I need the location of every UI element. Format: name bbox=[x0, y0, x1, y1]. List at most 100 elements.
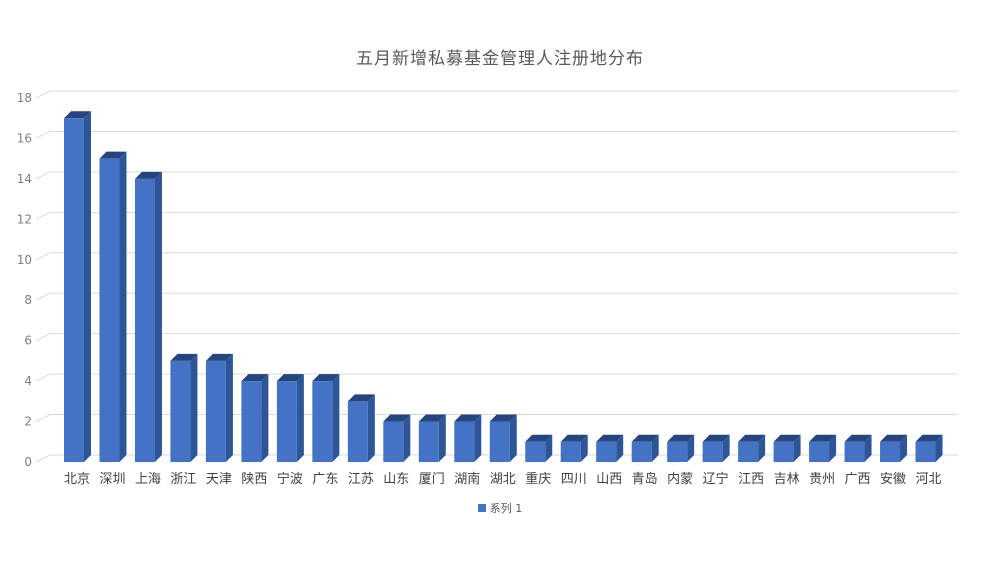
bar-top-face bbox=[418, 414, 446, 422]
y-tick-label: 4 bbox=[24, 374, 32, 388]
bar-side-face bbox=[474, 414, 482, 462]
y-tick-label: 10 bbox=[17, 253, 32, 267]
x-category-label: 厦门 bbox=[419, 472, 445, 487]
y-tick-label: 16 bbox=[17, 131, 32, 145]
bar bbox=[418, 421, 439, 462]
bar-side-face bbox=[190, 353, 198, 462]
bar bbox=[64, 118, 84, 462]
bar bbox=[347, 401, 368, 462]
bar-top-face bbox=[525, 434, 553, 442]
bar-side-face bbox=[864, 434, 872, 462]
bar-top-face bbox=[560, 434, 588, 442]
x-category-label: 浙江 bbox=[170, 472, 196, 487]
bar bbox=[596, 441, 617, 462]
y-tick-label: 18 bbox=[17, 91, 32, 105]
bar-top-face bbox=[809, 434, 837, 442]
legend: 系列 1 bbox=[0, 500, 1000, 516]
x-category-label: 广西 bbox=[845, 472, 871, 487]
bar-top-face bbox=[312, 374, 340, 382]
bar-side-face bbox=[154, 171, 162, 462]
bar-side-face bbox=[261, 374, 269, 462]
bar-top-face bbox=[631, 434, 659, 442]
x-category-label: 湖南 bbox=[454, 471, 480, 487]
y-tick-label: 14 bbox=[17, 172, 32, 186]
bar bbox=[631, 441, 652, 462]
bar-top-face bbox=[347, 394, 375, 402]
y-axis-depth-tick bbox=[35, 333, 51, 342]
x-category-label: 山西 bbox=[596, 472, 622, 487]
bar-top-face bbox=[383, 414, 411, 422]
bar-side-face bbox=[758, 434, 766, 462]
x-category-label: 青岛 bbox=[632, 471, 658, 487]
bar-top-face bbox=[915, 434, 943, 442]
x-category-label: 宁波 bbox=[277, 471, 303, 487]
bar bbox=[454, 421, 475, 462]
bar-side-face bbox=[616, 434, 624, 462]
bar bbox=[844, 441, 865, 462]
bar bbox=[312, 381, 333, 462]
x-category-label: 江西 bbox=[738, 472, 764, 487]
bar bbox=[702, 441, 723, 462]
bar-top-face bbox=[489, 414, 517, 422]
chart-title: 五月新增私募基金管理人注册地分布 bbox=[356, 49, 644, 69]
bar-top-face bbox=[170, 353, 198, 361]
x-category-label: 江苏 bbox=[348, 471, 374, 487]
bar-side-face bbox=[545, 434, 553, 462]
bar-top-face bbox=[773, 434, 801, 442]
x-category-label: 北京 bbox=[64, 472, 90, 487]
bar-side-face bbox=[935, 434, 943, 462]
bar bbox=[276, 381, 297, 462]
bar-top-face bbox=[880, 434, 908, 442]
bar bbox=[915, 441, 936, 462]
bar-top-face bbox=[667, 434, 695, 442]
bar bbox=[738, 441, 759, 462]
bar bbox=[809, 441, 830, 462]
y-axis-depth-tick bbox=[35, 171, 51, 180]
bar bbox=[667, 441, 688, 462]
bar-side-face bbox=[403, 414, 411, 462]
bar-side-face bbox=[296, 374, 304, 462]
bar-top-face bbox=[205, 353, 233, 361]
bar-side-face bbox=[225, 353, 233, 462]
x-category-label: 内蒙 bbox=[667, 471, 693, 487]
x-category-label: 河北 bbox=[916, 472, 942, 487]
y-axis-depth-tick bbox=[35, 292, 51, 301]
legend-series-label: 系列 1 bbox=[489, 502, 523, 515]
x-category-label: 天津 bbox=[206, 472, 232, 487]
bar bbox=[134, 178, 155, 462]
y-axis-depth-tick bbox=[35, 373, 51, 382]
bar-side-face bbox=[332, 374, 340, 462]
y-axis-depth-tick bbox=[35, 454, 51, 463]
y-tick-label: 0 bbox=[24, 455, 32, 469]
bar bbox=[383, 421, 404, 462]
bar bbox=[880, 441, 901, 462]
x-category-label: 贵州 bbox=[809, 472, 835, 487]
x-category-label: 深圳 bbox=[99, 472, 125, 487]
bar-side-face bbox=[687, 434, 695, 462]
bar-side-face bbox=[900, 434, 908, 462]
bar-top-face bbox=[64, 111, 91, 119]
bar bbox=[525, 441, 546, 462]
bar-side-face bbox=[793, 434, 801, 462]
x-category-label: 辽宁 bbox=[703, 471, 729, 487]
x-category-label: 山东 bbox=[383, 472, 409, 487]
bar-side-face bbox=[509, 414, 517, 462]
y-axis-depth-tick bbox=[35, 252, 51, 261]
x-category-label: 安徽 bbox=[880, 472, 906, 487]
bar-top-face bbox=[844, 434, 872, 442]
bar-top-face bbox=[99, 151, 127, 159]
bar-top-face bbox=[702, 434, 730, 442]
bar-top-face bbox=[276, 374, 304, 382]
x-category-label: 广东 bbox=[312, 472, 338, 487]
bar-top-face bbox=[454, 414, 482, 422]
bar-side-face bbox=[722, 434, 730, 462]
bar bbox=[241, 381, 262, 462]
bar-side-face bbox=[438, 414, 446, 462]
bar-top-face bbox=[596, 434, 624, 442]
bar-side-face bbox=[367, 394, 375, 462]
y-tick-label: 2 bbox=[24, 415, 32, 429]
y-axis-depth-tick bbox=[35, 90, 51, 99]
y-tick-label: 12 bbox=[17, 212, 32, 226]
bar-top-face bbox=[738, 434, 766, 442]
